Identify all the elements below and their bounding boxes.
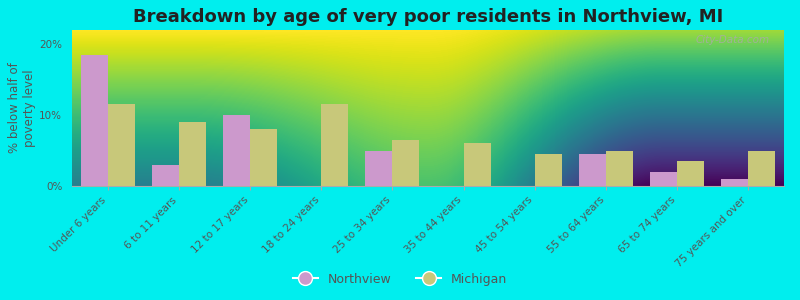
Bar — [677, 161, 704, 186]
Bar — [535, 154, 562, 186]
Bar — [178, 122, 206, 186]
Bar — [152, 165, 178, 186]
Bar — [107, 104, 134, 186]
Legend: Northview, Michigan: Northview, Michigan — [287, 268, 513, 291]
Bar — [749, 151, 775, 186]
Bar — [392, 140, 419, 186]
Bar — [606, 151, 633, 186]
Bar — [322, 104, 348, 186]
Bar — [250, 129, 277, 186]
Title: Breakdown by age of very poor residents in Northview, MI: Breakdown by age of very poor residents … — [133, 8, 723, 26]
Text: City-Data.com: City-Data.com — [696, 35, 770, 45]
Y-axis label: % below half of
poverty level: % below half of poverty level — [9, 63, 37, 153]
Bar — [650, 172, 677, 186]
Bar — [464, 143, 490, 186]
Bar — [722, 179, 749, 186]
Bar — [579, 154, 606, 186]
Bar — [366, 151, 393, 186]
Bar — [223, 115, 250, 186]
Bar — [81, 55, 107, 186]
